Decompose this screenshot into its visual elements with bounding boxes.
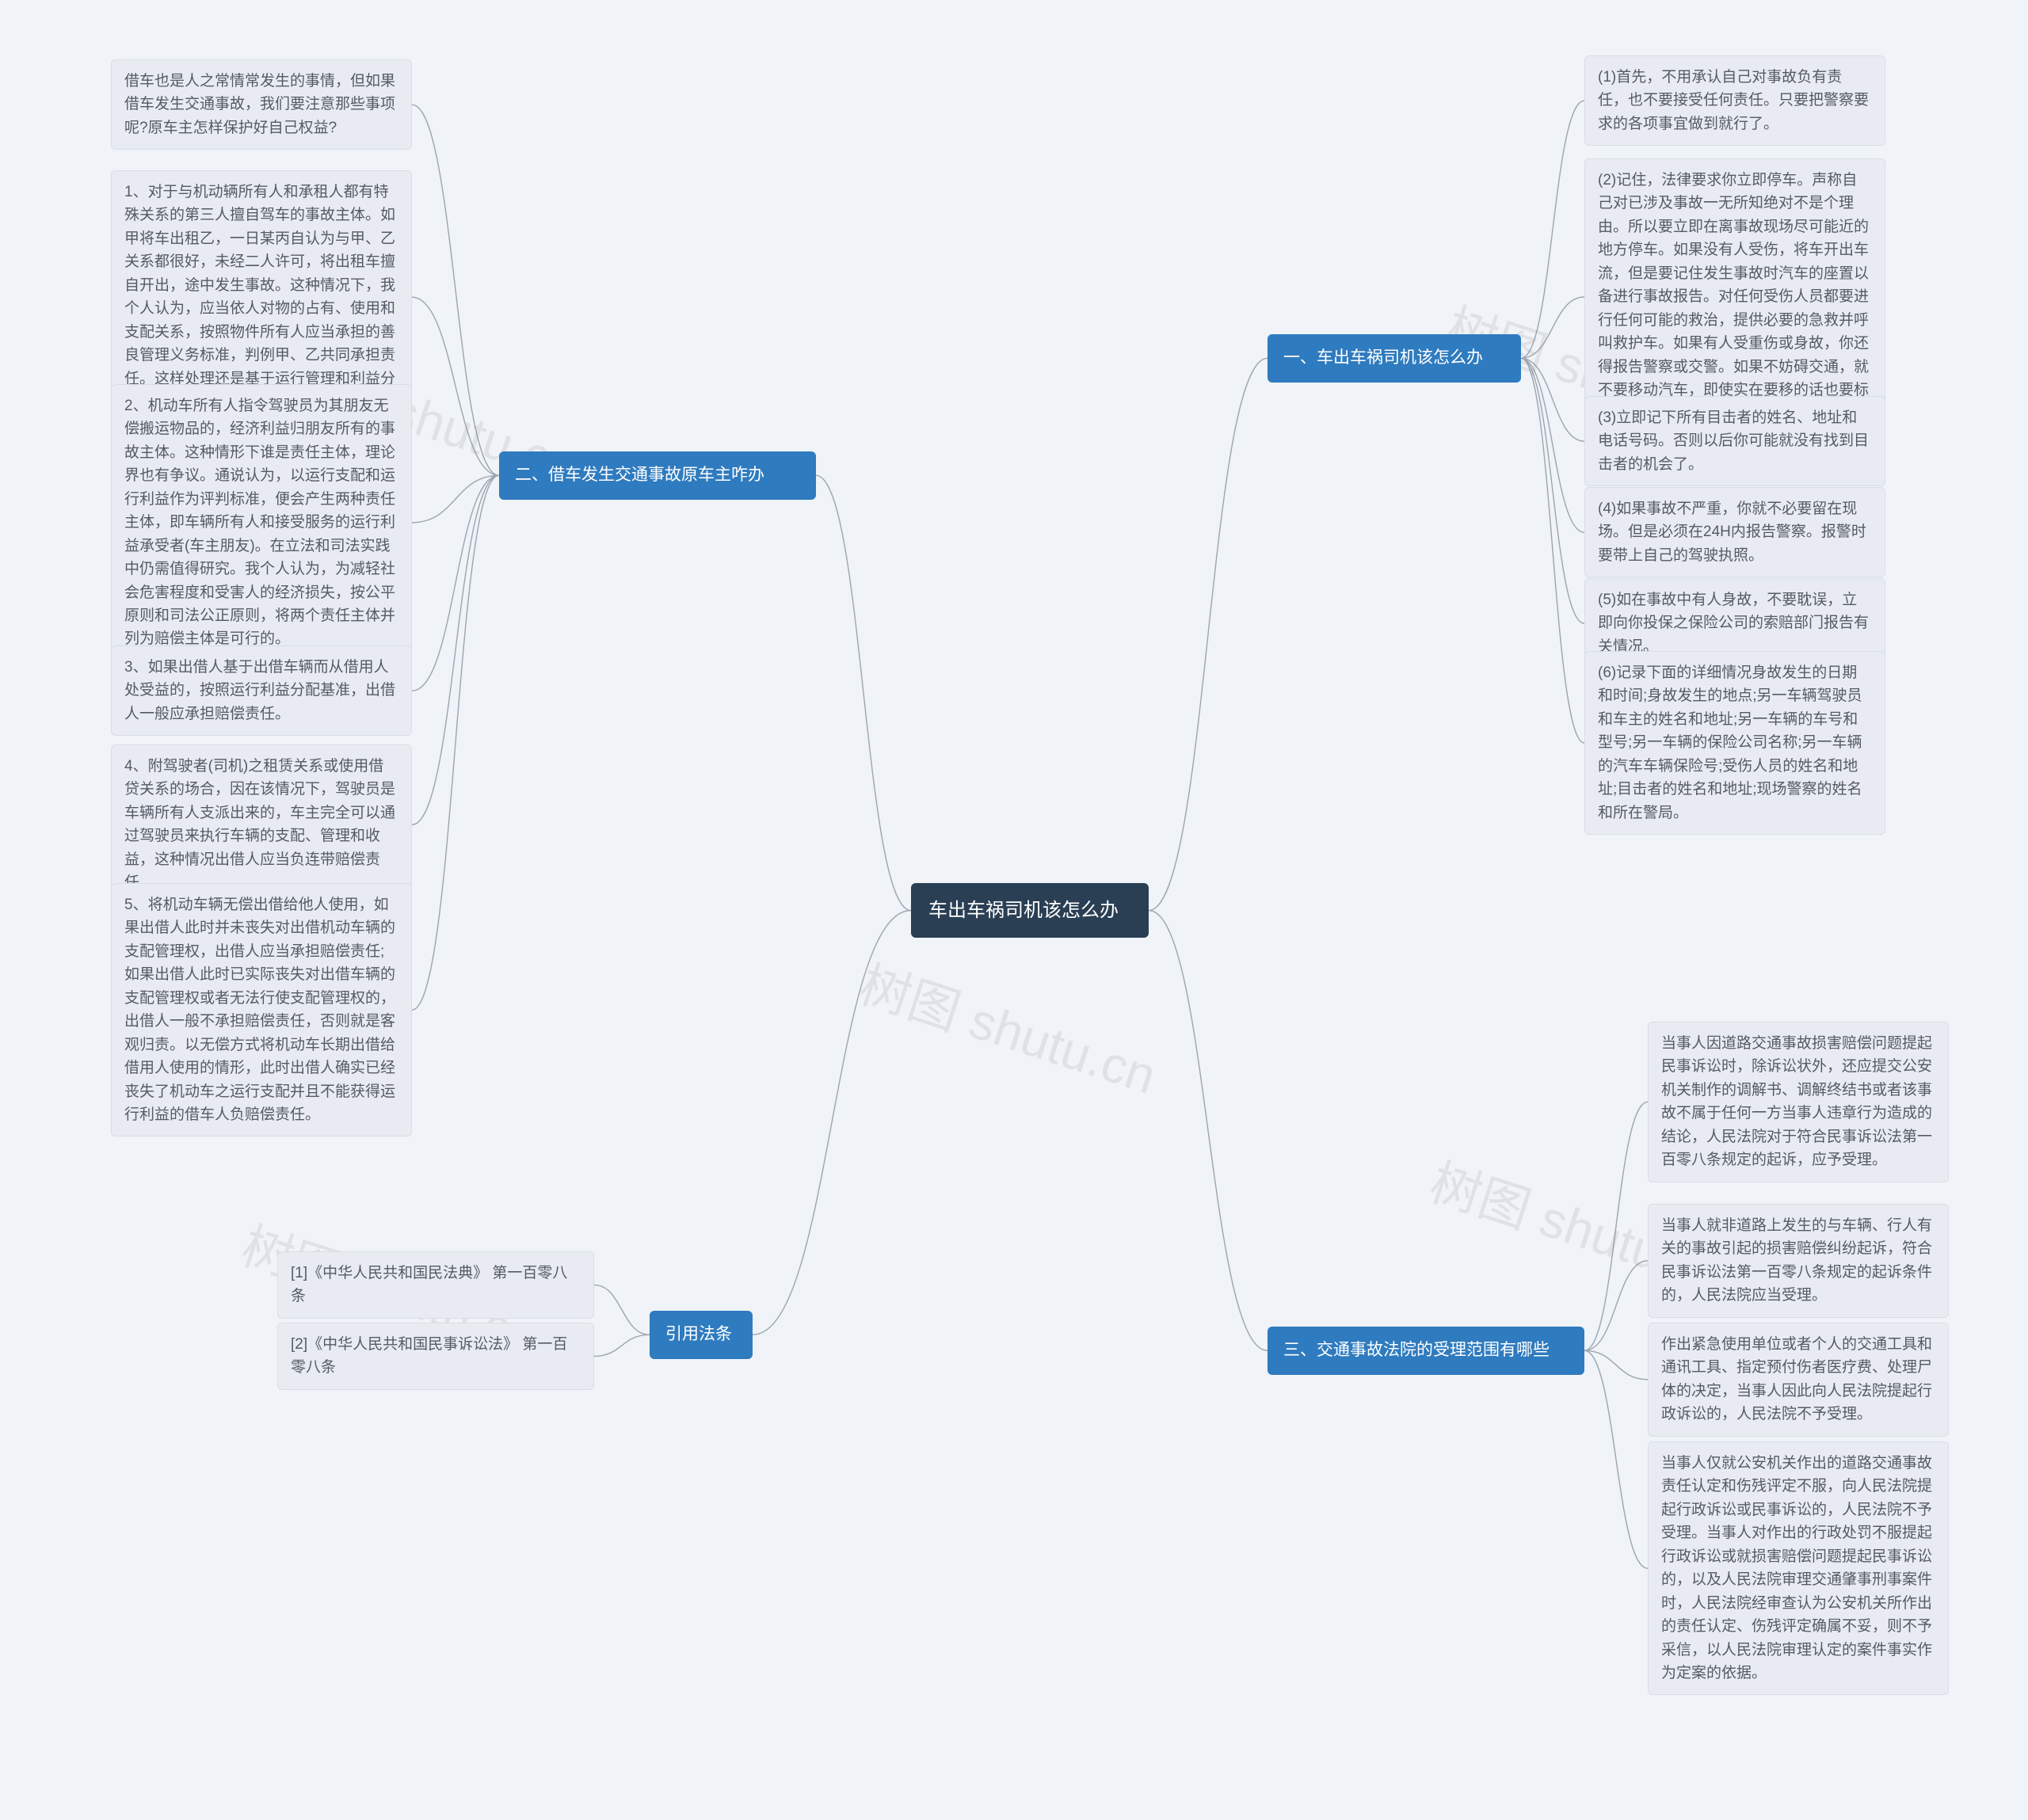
leaf-b2-0[interactable]: 借车也是人之常情常发生的事情，但如果借车发生交通事故，我们要注意那些事项呢?原车… <box>111 59 412 150</box>
watermark: 树图 shutu.cn <box>852 944 1166 1108</box>
branch-4[interactable]: 引用法条 <box>650 1311 753 1359</box>
mindmap-canvas: 树图 shutu.cn 树图 shutu.cn 树图 shutu.cn 树图 s… <box>0 0 2028 1820</box>
leaf-b1-4[interactable]: (4)如果事故不严重，你就不必要留在现场。但是必须在24H内报告警察。报警时要带… <box>1584 487 1885 577</box>
leaf-b2-3[interactable]: 3、如果出借人基于出借车辆而从借用人处受益的，按照运行利益分配基准，出借人一般应… <box>111 645 412 736</box>
branch-1[interactable]: 一、车出车祸司机该怎么办 <box>1268 334 1521 383</box>
leaf-b3-3[interactable]: 作出紧急使用单位或者个人的交通工具和通讯工具、指定预付伤者医疗费、处理尸体的决定… <box>1648 1323 1949 1437</box>
leaf-b1-2[interactable]: (2)记住，法律要求你立即停车。声称自己对已涉及事故一无所知绝对不是个理由。所以… <box>1584 158 1885 436</box>
leaf-b3-2[interactable]: 当事人就非道路上发生的与车辆、行人有关的事故引起的损害赔偿纠纷起诉，符合民事诉讼… <box>1648 1204 1949 1318</box>
leaf-b1-3[interactable]: (3)立即记下所有目击者的姓名、地址和电话号码。否则以后你可能就没有找到目击者的… <box>1584 396 1885 486</box>
leaf-b3-1[interactable]: 当事人因道路交通事故损害赔偿问题提起民事诉讼时，除诉讼状外，还应提交公安机关制作… <box>1648 1022 1949 1182</box>
branch-2[interactable]: 二、借车发生交通事故原车主咋办 <box>499 451 816 500</box>
branch-3[interactable]: 三、交通事故法院的受理范围有哪些 <box>1268 1327 1584 1375</box>
leaf-b2-4[interactable]: 4、附驾驶者(司机)之租赁关系或使用借贷关系的场合，因在该情况下，驾驶员是车辆所… <box>111 744 412 905</box>
leaf-b1-1[interactable]: (1)首先，不用承认自己对事故负有责任，也不要接受任何责任。只要把警察要求的各项… <box>1584 55 1885 146</box>
leaf-b4-2[interactable]: [2]《中华人民共和国民事诉讼法》 第一百零八条 <box>277 1323 594 1390</box>
leaf-b4-1[interactable]: [1]《中华人民共和国民法典》 第一百零八条 <box>277 1251 594 1319</box>
root-node[interactable]: 车出车祸司机该怎么办 <box>911 883 1149 938</box>
leaf-b3-4[interactable]: 当事人仅就公安机关作出的道路交通事故责任认定和伤残评定不服，向人民法院提起行政诉… <box>1648 1441 1949 1695</box>
leaf-b1-6[interactable]: (6)记录下面的详细情况身故发生的日期和时间;身故发生的地点;另一车辆驾驶员和车… <box>1584 651 1885 835</box>
leaf-b2-2[interactable]: 2、机动车所有人指令驾驶员为其朋友无偿搬运物品的，经济利益归朋友所有的事故主体。… <box>111 384 412 661</box>
leaf-b2-5[interactable]: 5、将机动车辆无偿出借给他人使用，如果出借人此时并未丧失对出借机动车辆的支配管理… <box>111 883 412 1137</box>
